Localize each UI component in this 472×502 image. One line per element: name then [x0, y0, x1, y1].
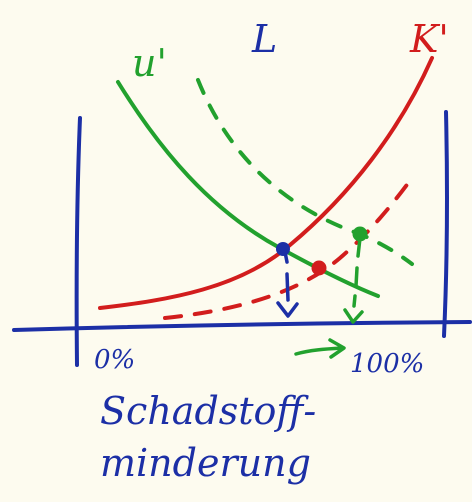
equilibrium-drop-line [283, 250, 290, 302]
horizontal-axis [12, 320, 472, 332]
shifted-equilibrium-drop-line [352, 236, 362, 308]
shifted-marginal-cost-curve [163, 176, 414, 320]
x-axis-title-line-1: Schadstoff- [100, 389, 316, 433]
x-axis-start-label: 0% [94, 345, 135, 375]
x-axis-end-label: 100% [350, 349, 424, 379]
marginal-cost-curve [98, 56, 434, 310]
shift-right-arrowhead [328, 338, 346, 359]
shifted-equilibrium-drop-arrowhead [343, 308, 364, 324]
shifted-benefit-point [352, 226, 368, 242]
equilibrium-drop-arrowhead [276, 301, 299, 318]
equilibrium-point [276, 242, 290, 256]
right-vertical-axis [442, 110, 450, 338]
regulation-symbol-label: L [251, 17, 277, 61]
marginal-cost-label: K' [409, 17, 449, 61]
marginal-benefit-curve [116, 80, 380, 298]
shifted-cost-point [311, 260, 327, 276]
x-axis-title-line-2: minderung [100, 441, 311, 485]
marginal-benefit-label: u' [132, 41, 167, 85]
shifted-marginal-benefit-curve [196, 78, 414, 266]
shift-right-arrow [294, 346, 344, 356]
